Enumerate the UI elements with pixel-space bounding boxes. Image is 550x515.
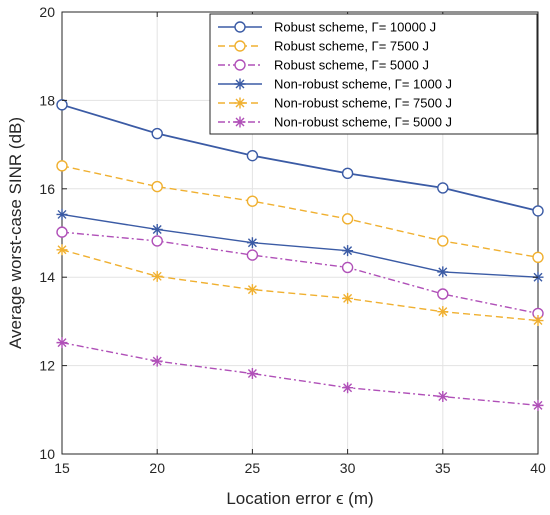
data-point: [342, 245, 354, 257]
data-point: [246, 149, 259, 162]
series-5: [56, 244, 544, 327]
series-layer: [56, 99, 544, 411]
legend-item: Robust scheme, Γ= 5000 J: [218, 58, 429, 73]
legend-label: Non-robust scheme, Γ= 7500 J: [274, 96, 452, 111]
legend-item: Robust scheme, Γ= 10000 J: [218, 20, 436, 35]
legend-label: Robust scheme, Γ= 10000 J: [274, 20, 436, 35]
legend-item: Non-robust scheme, Γ= 7500 J: [218, 96, 452, 111]
legend-item: Robust scheme, Γ= 7500 J: [218, 39, 429, 54]
series-line: [61, 103, 539, 212]
legend-item: Non-robust scheme, Γ= 5000 J: [218, 115, 452, 130]
data-point: [151, 355, 163, 367]
data-point: [532, 251, 544, 264]
data-point: [437, 306, 449, 318]
legend-box: [209, 13, 538, 135]
data-point: [151, 223, 163, 235]
data-point: [246, 249, 259, 261]
y-tick-label: 16: [39, 181, 55, 197]
legend-item: Non-robust scheme, Γ= 1000 J: [218, 77, 452, 92]
series-2: [56, 160, 544, 264]
data-point: [56, 99, 68, 111]
legend-swatch-marker: [234, 97, 246, 109]
data-point: [532, 315, 544, 327]
y-tick-label: 20: [39, 4, 55, 20]
y-axis-label: Average worst-case SINR (dB): [6, 117, 25, 349]
x-axis-label: Location error ϵ (m): [226, 489, 373, 508]
data-point: [246, 368, 258, 380]
data-point: [437, 288, 449, 300]
data-point: [151, 180, 163, 193]
data-point: [532, 205, 544, 217]
data-point: [246, 237, 258, 249]
data-point: [56, 226, 68, 238]
data-point: [437, 235, 449, 247]
y-tick-label: 18: [39, 92, 55, 108]
data-point: [532, 399, 544, 411]
legend-swatch-marker: [234, 78, 246, 90]
series-line: [61, 213, 539, 278]
y-tick-label: 14: [39, 269, 55, 285]
data-point: [246, 284, 258, 296]
series-6: [56, 337, 544, 411]
legend-label: Robust scheme, Γ= 5000 J: [274, 58, 429, 73]
series-line: [61, 341, 539, 407]
legend-swatch-marker: [234, 21, 246, 33]
data-point: [341, 167, 354, 180]
y-tick-label: 12: [39, 358, 55, 374]
data-point: [246, 195, 259, 207]
legend-label: Robust scheme, Γ= 7500 J: [274, 39, 429, 54]
series-line: [61, 249, 539, 322]
data-point: [56, 244, 68, 256]
legend-swatch-marker: [234, 116, 246, 128]
legend: Robust scheme, Γ= 10000 J Robust scheme, …: [209, 13, 538, 135]
data-point: [437, 182, 449, 194]
series-4: [56, 208, 544, 283]
data-point: [437, 266, 449, 278]
legend-label: Non-robust scheme, Γ= 5000 J: [274, 115, 452, 130]
x-tick-label: 25: [245, 460, 261, 476]
x-tick-label: 30: [340, 460, 356, 476]
data-point: [437, 391, 449, 403]
x-tick-label: 15: [54, 460, 70, 476]
data-point: [151, 127, 163, 140]
series-line: [61, 231, 539, 315]
y-tick-label: 10: [39, 446, 55, 462]
x-tick-label: 40: [530, 460, 546, 476]
legend-label: Non-robust scheme, Γ= 1000 J: [274, 77, 452, 92]
x-tick-label: 35: [435, 460, 451, 476]
legend-swatch-marker: [234, 59, 246, 71]
data-point: [342, 382, 354, 394]
series-3: [56, 226, 544, 320]
data-point: [342, 292, 354, 304]
data-point: [151, 235, 163, 247]
data-point: [56, 337, 68, 349]
legend-swatch-marker: [234, 40, 246, 52]
x-tick-label: 20: [149, 460, 165, 476]
series-line: [61, 165, 539, 258]
data-point: [56, 208, 68, 220]
data-point: [56, 160, 68, 172]
tick-labels: 15 20 25 30 35 40 10 12 14 16 18 20: [39, 4, 546, 476]
data-point: [341, 213, 354, 225]
data-point: [151, 270, 163, 282]
data-point: [341, 261, 354, 274]
series-1: [56, 99, 544, 217]
